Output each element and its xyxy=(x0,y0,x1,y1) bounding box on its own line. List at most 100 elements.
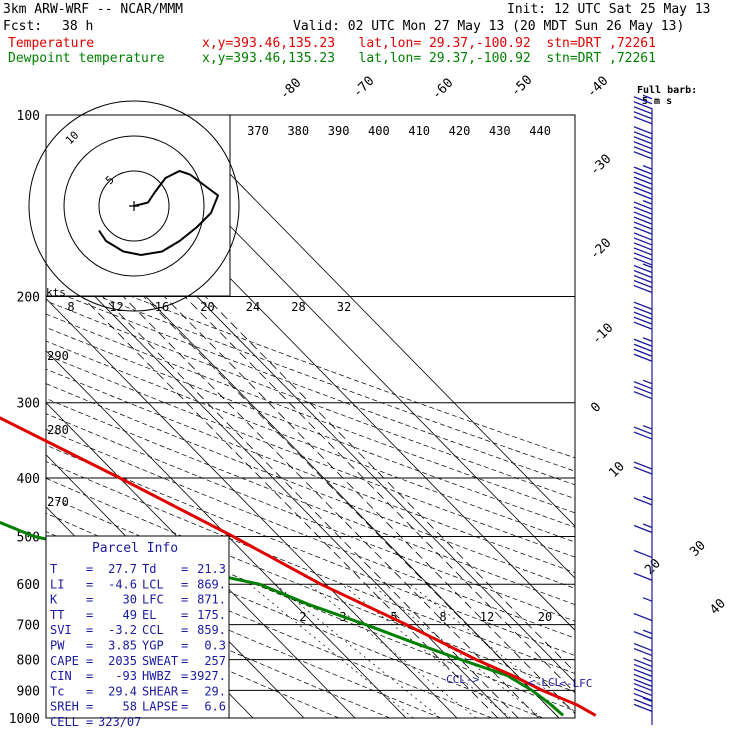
dewpoint-curve xyxy=(0,520,565,717)
moist-adiabat-label: 28 xyxy=(291,300,305,314)
mixing-ratio-line xyxy=(274,583,441,718)
parcel-info-value: 49 xyxy=(123,608,137,622)
wind-barb xyxy=(633,301,653,330)
parcel-info-key: T xyxy=(50,562,57,576)
parcel-info-value: 6.6 xyxy=(204,700,226,714)
theta-label: 400 xyxy=(368,124,390,138)
isotherm-line xyxy=(46,245,509,718)
parcel-info-value: -4.6 xyxy=(108,577,137,591)
pressure-label: 600 xyxy=(17,578,40,593)
wind-barb xyxy=(633,263,653,294)
moist-adiabat-line xyxy=(184,296,575,694)
moist-adiabat-line xyxy=(102,296,519,718)
level-marker-label: <-LFC xyxy=(559,677,592,690)
theta-label: 370 xyxy=(247,124,269,138)
dry-adiabat-line xyxy=(46,589,340,718)
pressure-label: 100 xyxy=(17,109,40,124)
parcel-info-key: Tc xyxy=(50,684,64,698)
parcel-info-eq: = xyxy=(181,684,188,698)
wind-barb xyxy=(642,597,653,602)
parcel-info-value: -93 xyxy=(115,669,137,683)
parcel-info-key: TT xyxy=(50,608,64,622)
wind-barb xyxy=(633,94,653,125)
isotherm-line xyxy=(171,115,575,527)
parcel-info-key: YGP xyxy=(142,639,164,653)
isotherm-line xyxy=(46,298,458,718)
parcel-info-key: SREH xyxy=(50,700,79,714)
parcel-info-eq: = xyxy=(181,562,188,576)
pressure-label: 300 xyxy=(17,397,40,412)
isotherm-label: 10 xyxy=(606,459,628,481)
theta-label: 430 xyxy=(489,124,511,138)
parcel-info-value: 3.85 xyxy=(108,639,137,653)
header: 3km ARW-WRF -- NCAR/MMM Init: 12 UTC Sat… xyxy=(0,0,740,70)
isotherm-label: 40 xyxy=(707,596,729,618)
parcel-info-key: CELL xyxy=(50,715,79,729)
valid-time: Valid: 02 UTC Mon 27 May 13 (20 MDT Sun … xyxy=(293,19,685,34)
parcel-info-eq: = xyxy=(86,715,93,729)
moist-adiabat-label: 24 xyxy=(246,300,260,314)
wind-barb xyxy=(633,199,653,235)
parcel-info-frame xyxy=(45,535,230,719)
parcel-info-value: 3927. xyxy=(190,669,226,683)
theta-label: 440 xyxy=(529,124,551,138)
dry-adiabat-line xyxy=(46,398,575,605)
wind-barb xyxy=(633,337,653,362)
parcel-info-eq: = xyxy=(181,608,188,622)
hodograph-unit-label: kts xyxy=(46,286,66,299)
parcel-info-eq: = xyxy=(86,577,93,591)
parcel-info-eq: = xyxy=(181,654,188,668)
parcel-info-eq: = xyxy=(181,577,188,591)
parcel-info-key: HWBZ xyxy=(142,669,171,683)
theta-label-lower: 280 xyxy=(47,423,69,437)
mixing-ratio-line xyxy=(308,583,477,718)
pressure-label: 200 xyxy=(17,291,40,306)
parcel-info-value: 29.4 xyxy=(108,684,137,698)
moist-adiabat-label: 32 xyxy=(337,300,351,314)
parcel-info-value: 58 xyxy=(123,700,137,714)
parcel-info-eq: = xyxy=(86,654,93,668)
moist-adiabat-label: 8 xyxy=(67,300,74,314)
parcel-info-key: CIN xyxy=(50,669,72,683)
wind-barb xyxy=(633,697,653,712)
temperature-legend: Temperature xyxy=(8,36,95,51)
parcel-info-eq: = xyxy=(181,639,188,653)
wind-barb xyxy=(633,523,653,534)
parcel-info-eq: = xyxy=(86,700,93,714)
hodograph-origin xyxy=(129,201,139,211)
parcel-info-key: CAPE xyxy=(50,654,79,668)
parcel-info-key: LFC xyxy=(142,593,164,607)
model-title: 3km ARW-WRF -- NCAR/MMM xyxy=(3,2,184,17)
parcel-info: Parcel Info T = 27.7 Td = 21.3 LI = -4.6 LCL = 869. K… xyxy=(45,535,230,729)
moist-adiabat-label: 12 xyxy=(109,300,123,314)
forecast-hour: 38 h xyxy=(62,19,94,34)
parcel-info-value: 2035 xyxy=(108,654,137,668)
parcel-info-value: 30 xyxy=(123,593,137,607)
wind-barb xyxy=(633,572,653,581)
init-time: Init: 12 UTC Sat 25 May 13 xyxy=(507,2,711,17)
parcel-info-value: 0.3 xyxy=(204,639,226,653)
level-marker-label: <-LCL xyxy=(528,676,561,689)
parcel-info-value: 27.7 xyxy=(108,562,137,576)
moist-adiabat-line xyxy=(164,296,575,715)
level-marker-label: CCL-> xyxy=(446,673,479,686)
isotherm-label: -70 xyxy=(350,74,377,101)
dry-adiabat-line xyxy=(46,368,575,574)
parcel-info-key: SHEAR xyxy=(142,684,179,698)
parcel-info-value: 869. xyxy=(197,577,226,591)
temperature-location: x,y=393.46,135.23 lat,lon= 29.37,-100.92… xyxy=(202,36,656,51)
wind-barb xyxy=(633,682,653,702)
wind-barbs: Full barb:5 m s xyxy=(633,85,697,725)
theta-label: 380 xyxy=(287,124,309,138)
parcel-info-value: -3.2 xyxy=(108,623,137,637)
isotherm-label: 20 xyxy=(642,556,664,578)
parcel-info-value: 21.3 xyxy=(197,562,226,576)
parcel-info-eq: = xyxy=(181,700,188,714)
wind-barb-title: Full barb: xyxy=(637,85,697,96)
wind-barb xyxy=(633,126,653,160)
parcel-info-eq: = xyxy=(181,593,188,607)
pressure-label: 400 xyxy=(17,472,40,487)
isotherm-line xyxy=(46,402,356,718)
